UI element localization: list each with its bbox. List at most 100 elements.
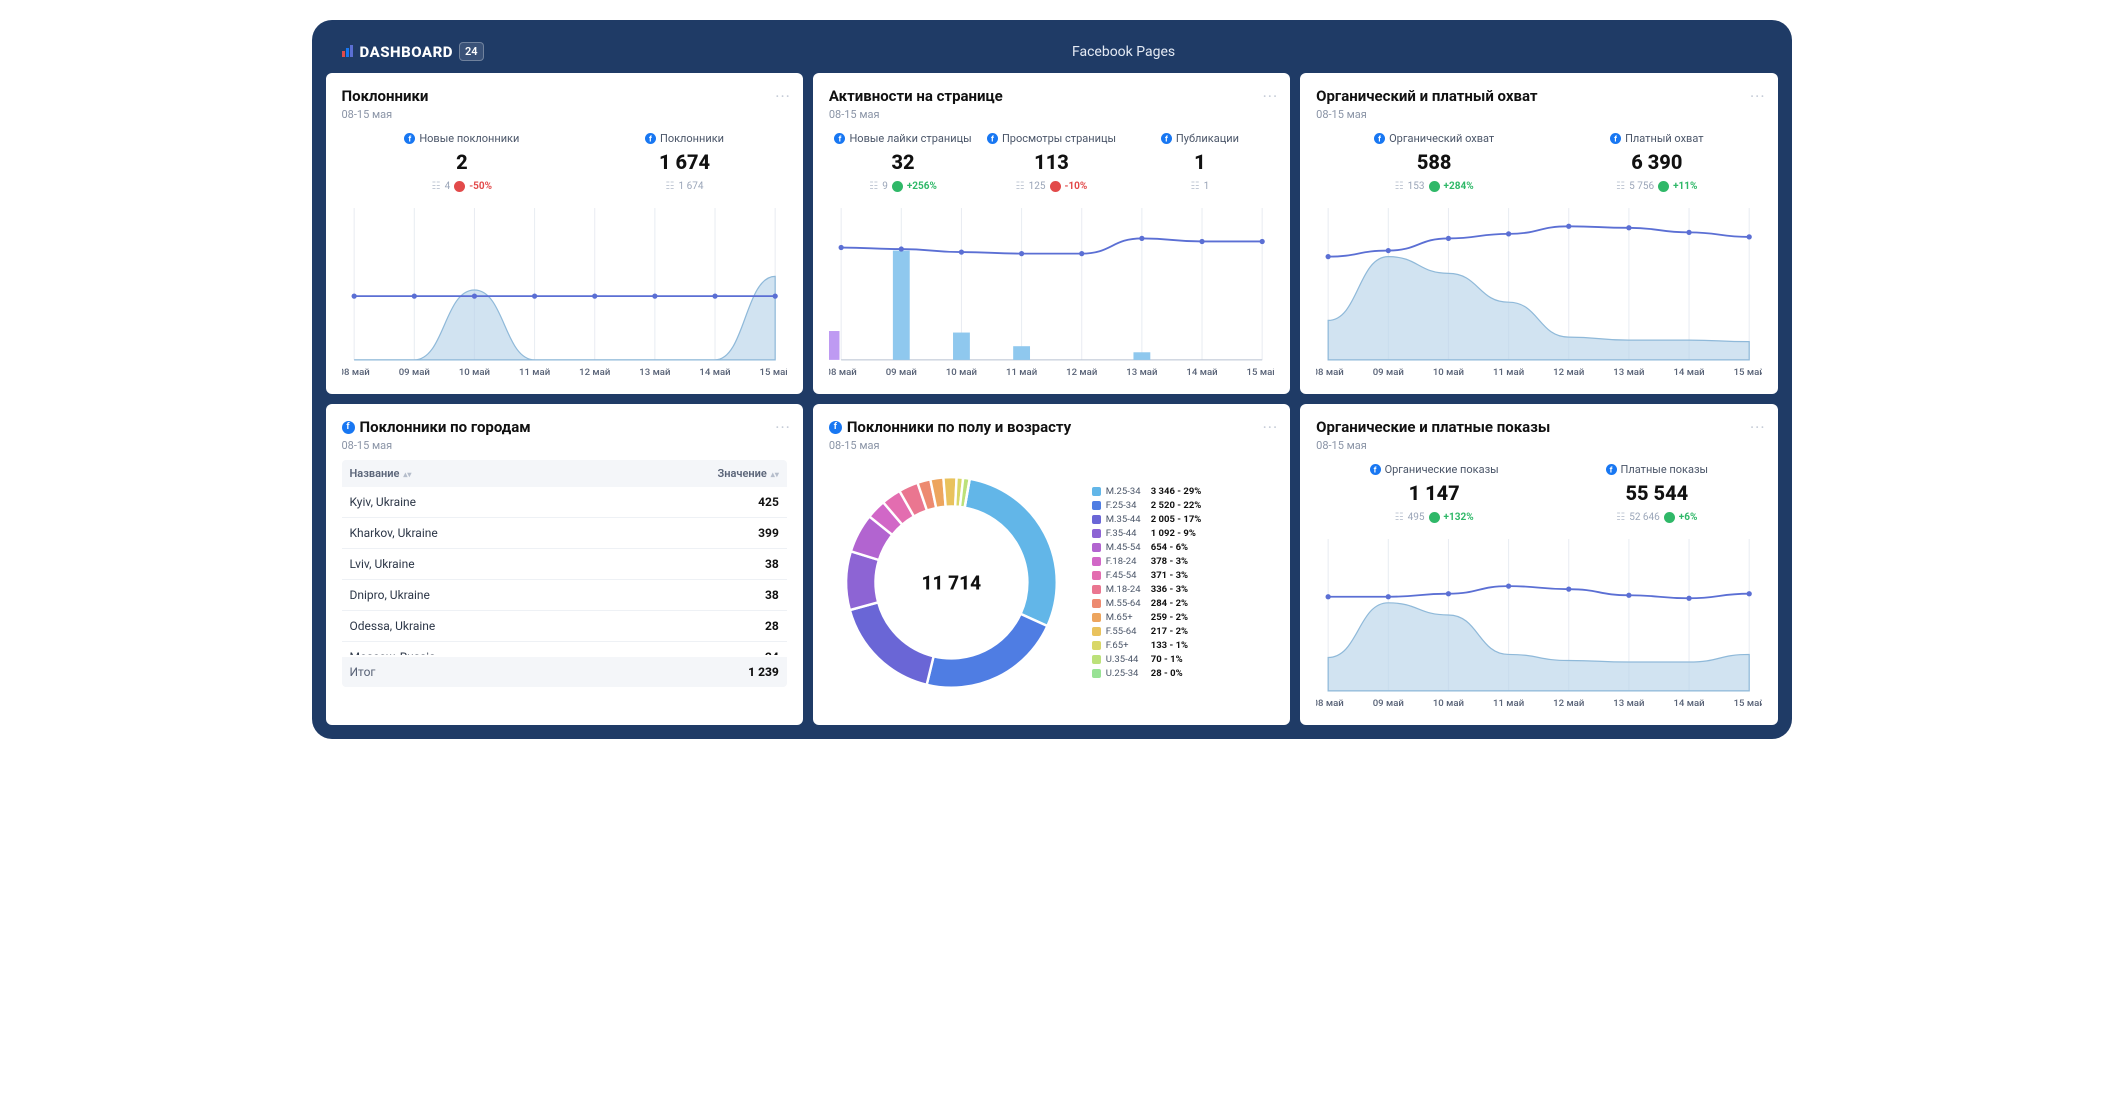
kpi-label: Публикации	[1161, 132, 1239, 145]
date-range: 08-15 мая	[342, 108, 787, 121]
svg-text:09 май: 09 май	[1373, 367, 1404, 378]
donut-chart: 11 714	[829, 460, 1074, 705]
legend-swatch	[1092, 571, 1101, 580]
legend-item[interactable]: M.35-442 005 - 17%	[1092, 513, 1274, 527]
legend-value: 371 - 3%	[1151, 570, 1188, 581]
col-value[interactable]: Значение▴▾	[717, 467, 778, 480]
sort-icon: ▴▾	[771, 470, 779, 479]
legend-item[interactable]: F.45-54 371 - 3%	[1092, 569, 1274, 583]
legend-value: 654 - 6%	[1151, 542, 1188, 553]
table-header: Название▴▾ Значение▴▾	[342, 460, 787, 487]
legend-item[interactable]: F.18-24378 - 3%	[1092, 555, 1274, 569]
legend-value: 259 - 2%	[1151, 612, 1188, 623]
legend-label: M.35-44	[1106, 514, 1146, 525]
widget-title: Поклонники по городам	[360, 418, 531, 436]
svg-text:15 май: 15 май	[1246, 367, 1274, 378]
col-name[interactable]: Название▴▾	[350, 467, 412, 480]
facebook-icon	[834, 133, 845, 144]
legend-label: F.35-44	[1106, 528, 1146, 539]
table-row[interactable]: Kyiv, Ukraine425	[342, 487, 787, 518]
widget-fans: ··· Поклонники 08-15 мая Новые поклонник…	[326, 73, 803, 394]
legend-value: 3 346 - 29%	[1151, 486, 1202, 497]
more-icon[interactable]: ···	[775, 87, 791, 106]
legend-item[interactable]: M.65+ 259 - 2%	[1092, 611, 1274, 625]
more-icon[interactable]: ···	[1750, 418, 1766, 437]
table-row[interactable]: Dnipro, Ukraine38	[342, 580, 787, 611]
kpi-meta: ☷ 495 +132%	[1395, 512, 1474, 523]
table-row[interactable]: Moscow, Russia 24	[342, 642, 787, 655]
chart-fans: 08 май09 май10 май11 май12 май13 май14 м…	[342, 203, 787, 380]
chart-activity: 08 май09 май10 май11 май12 май13 май14 м…	[829, 203, 1274, 380]
svg-text:11 май: 11 май	[518, 367, 549, 378]
more-icon[interactable]: ···	[1263, 87, 1279, 106]
kpi-meta: ☷ 125 -10%	[1016, 181, 1088, 192]
legend-item[interactable]: M.45-54 654 - 6%	[1092, 541, 1274, 555]
svg-text:09 май: 09 май	[1373, 698, 1404, 709]
kpi: Платный охват6 390☷ 5 756 +11%	[1610, 129, 1703, 193]
more-icon[interactable]: ···	[775, 418, 791, 437]
svg-text:11 май: 11 май	[1493, 367, 1524, 378]
legend-label: F.18-24	[1106, 556, 1146, 567]
svg-text:08 май: 08 май	[1316, 367, 1344, 378]
facebook-icon	[1161, 133, 1172, 144]
legend-label: M.45-54	[1106, 542, 1146, 553]
legend-item[interactable]: F.65+133 - 1%	[1092, 639, 1274, 653]
kpi-row: Органический охват588☷ 153 +284% Платный…	[1316, 129, 1761, 193]
page-title: Facebook Pages	[484, 44, 1764, 60]
svg-text:15 май: 15 май	[759, 367, 787, 378]
legend-item[interactable]: U.35-4470 - 1%	[1092, 653, 1274, 667]
more-icon[interactable]: ···	[1263, 418, 1279, 437]
facebook-icon	[1370, 464, 1381, 475]
table-footer: Итог 1 239	[342, 657, 787, 687]
table-body: Kyiv, Ukraine425Kharkov, Ukraine399Lviv,…	[342, 487, 787, 655]
svg-text:14 май: 14 май	[1186, 367, 1217, 378]
row-name: Kyiv, Ukraine	[350, 495, 417, 509]
row-value: 38	[765, 557, 779, 571]
legend-swatch	[1092, 599, 1101, 608]
row-value: 24	[765, 650, 779, 655]
legend-item[interactable]: U.25-3428 - 0%	[1092, 667, 1274, 681]
legend-value: 28 - 0%	[1151, 668, 1183, 679]
svg-text:12 май: 12 май	[1066, 367, 1097, 378]
more-icon[interactable]: ···	[1750, 87, 1766, 106]
legend-item[interactable]: F.35-44 1 092 - 9%	[1092, 527, 1274, 541]
legend-value: 1 092 - 9%	[1151, 528, 1196, 539]
svg-text:08 май: 08 май	[1316, 698, 1344, 709]
table-row[interactable]: Kharkov, Ukraine399	[342, 518, 787, 549]
svg-text:15 май: 15 май	[1734, 367, 1762, 378]
facebook-icon	[404, 133, 415, 144]
widget-reach: ··· Органический и платный охват 08-15 м…	[1300, 73, 1777, 394]
legend-item[interactable]: M.55-64284 - 2%	[1092, 597, 1274, 611]
svg-text:14 май: 14 май	[1674, 367, 1705, 378]
legend-label: F.45-54	[1106, 570, 1146, 581]
svg-text:13 май: 13 май	[1126, 367, 1157, 378]
table-row[interactable]: Odessa, Ukraine28	[342, 611, 787, 642]
date-range: 08-15 мая	[1316, 108, 1761, 121]
legend-item[interactable]: F.55-64217 - 2%	[1092, 625, 1274, 639]
kpi-value: 1 674	[645, 150, 724, 174]
row-name: Moscow, Russia	[350, 650, 436, 655]
legend-swatch	[1092, 543, 1101, 552]
kpi: Органические показы1 147☷ 495 +132%	[1370, 460, 1499, 524]
facebook-icon	[342, 421, 355, 434]
legend-item[interactable]: M.25-343 346 - 29%	[1092, 485, 1274, 499]
facebook-icon	[1610, 133, 1621, 144]
legend-item[interactable]: F.25-342 520 - 22%	[1092, 499, 1274, 513]
logo-badge: 24	[459, 42, 484, 61]
row-value: 28	[765, 619, 779, 633]
brand[interactable]: DASHBOARD 24	[340, 42, 484, 61]
kpi-value: 2	[404, 150, 519, 174]
top-bar: DASHBOARD 24 Facebook Pages	[326, 34, 1778, 73]
kpi-row: Новые поклонники2☷ 4 -50% Поклонники1 67…	[342, 129, 787, 193]
chart-reach: 08 май09 май10 май11 май12 май13 май14 м…	[1316, 203, 1761, 380]
row-value: 399	[758, 526, 779, 540]
svg-text:12 май: 12 май	[1553, 367, 1584, 378]
table-row[interactable]: Lviv, Ukraine38	[342, 549, 787, 580]
svg-text:13 май: 13 май	[1613, 367, 1644, 378]
svg-text:12 май: 12 май	[1553, 698, 1584, 709]
legend-item[interactable]: M.18-24336 - 3%	[1092, 583, 1274, 597]
legend-value: 336 - 3%	[1151, 584, 1188, 595]
legend-label: M.65+	[1106, 612, 1146, 623]
legend-swatch	[1092, 557, 1101, 566]
kpi-label: Органический охват	[1374, 132, 1494, 145]
